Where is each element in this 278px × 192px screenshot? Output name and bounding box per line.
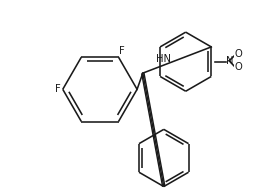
Text: O: O: [235, 62, 243, 72]
Text: F: F: [120, 46, 125, 56]
Text: N: N: [226, 56, 234, 66]
Text: F: F: [56, 84, 61, 94]
Text: HN: HN: [156, 54, 171, 64]
Text: O: O: [235, 50, 243, 60]
